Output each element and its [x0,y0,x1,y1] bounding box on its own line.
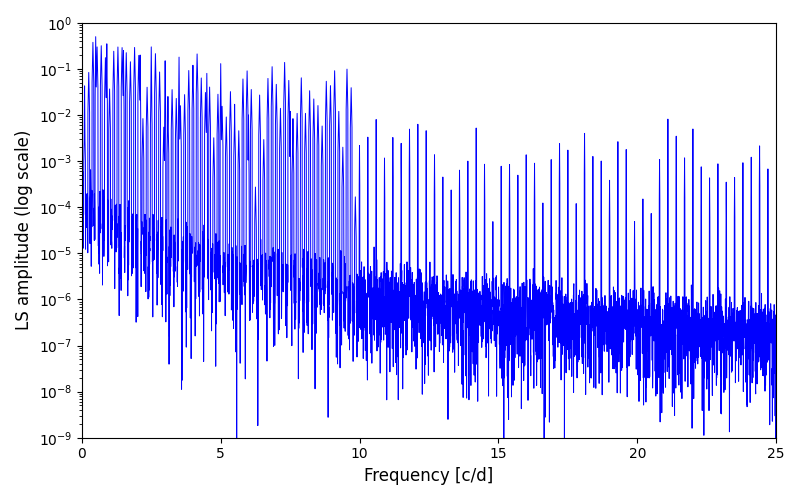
Y-axis label: LS amplitude (log scale): LS amplitude (log scale) [15,130,33,330]
X-axis label: Frequency [c/d]: Frequency [c/d] [364,467,494,485]
